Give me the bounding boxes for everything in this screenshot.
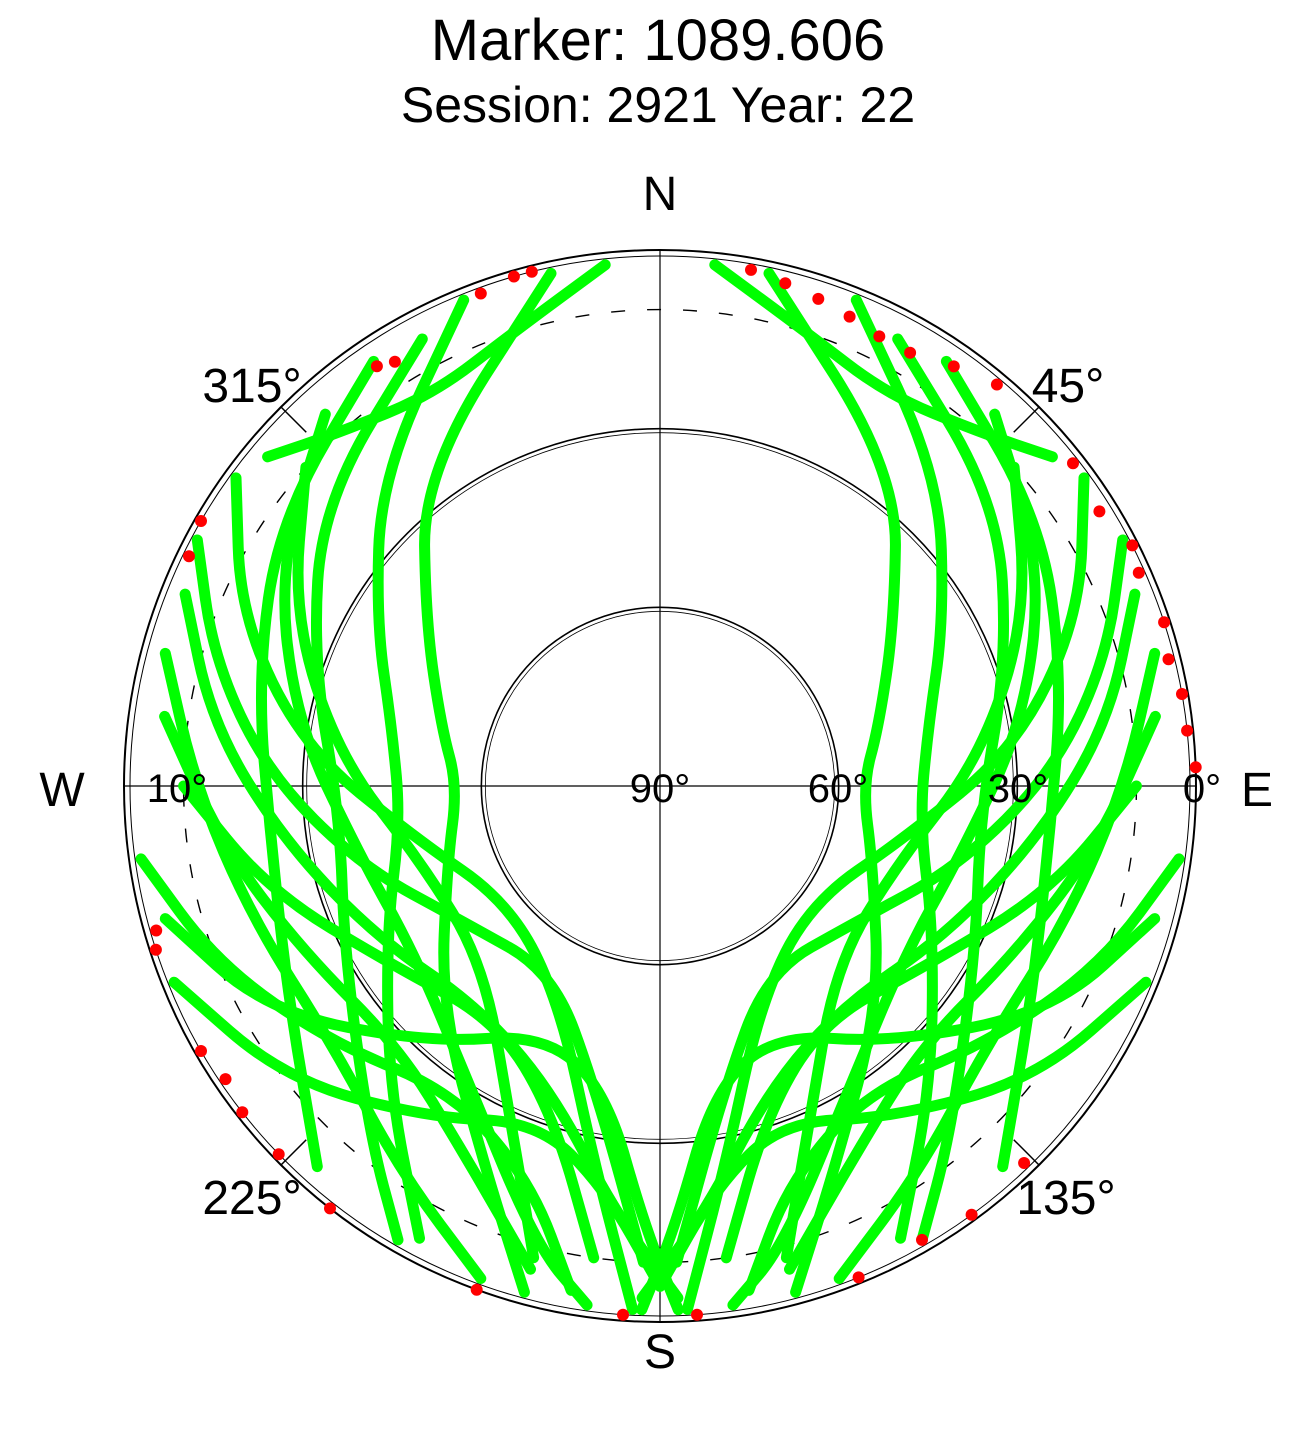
elevation-90-label: 90° <box>630 767 691 811</box>
masked-point-11 <box>1132 566 1145 579</box>
masked-point-20 <box>388 355 401 368</box>
satellite-track-1 <box>372 294 470 1244</box>
masked-point-15 <box>1181 724 1194 737</box>
satellite-track-4 <box>279 408 593 1311</box>
masked-point-7 <box>990 378 1003 391</box>
satellite-track-14 <box>168 976 666 1292</box>
satellite-track-25 <box>784 710 1161 1275</box>
satellite-track-30 <box>709 259 1058 463</box>
masked-point-4 <box>873 330 886 343</box>
masked-point-32 <box>617 1308 629 1321</box>
elevation-0-label: 0° <box>1183 767 1221 811</box>
masked-point-0 <box>745 263 757 276</box>
masked-point-30 <box>324 1202 336 1215</box>
masked-point-21 <box>370 360 383 373</box>
satellite-track-6 <box>230 472 639 1315</box>
masked-point-27 <box>219 1073 232 1086</box>
satellite-track-11 <box>178 780 600 1264</box>
masked-point-31 <box>470 1283 483 1296</box>
azimuth-225-label: 225° <box>202 1172 301 1225</box>
satellite-track-13 <box>159 913 684 1316</box>
masked-point-13 <box>1162 653 1175 666</box>
east-label: E <box>1241 764 1273 817</box>
satellite-track-24 <box>833 647 1161 1284</box>
masked-point-19 <box>525 265 538 278</box>
azimuth-315-label: 315° <box>202 360 301 413</box>
satellite-track-19 <box>727 408 1041 1311</box>
masked-point-3 <box>843 310 856 323</box>
masked-point-23 <box>183 550 195 563</box>
masked-point-18 <box>507 270 520 283</box>
satellite-track-10 <box>159 710 536 1275</box>
satellite-track-28 <box>636 913 1161 1316</box>
masked-point-37 <box>1018 1157 1031 1169</box>
masked-point-1 <box>779 277 792 290</box>
masked-points <box>149 263 1202 1321</box>
masked-point-17 <box>474 287 487 300</box>
masked-point-25 <box>149 943 162 956</box>
masked-point-29 <box>272 1148 285 1161</box>
masked-point-36 <box>965 1208 978 1221</box>
chart-subtitle: Session: 2921 Year: 22 <box>401 77 915 133</box>
azimuth-tick-135 <box>1013 1139 1040 1166</box>
satellite-track-27 <box>743 853 1185 1296</box>
azimuth-tick-225 <box>280 1139 307 1166</box>
polar-labels: N E S W 45° 135° 225° 315° 0° 10° 30° 60… <box>39 168 1273 1379</box>
satellite-track-12 <box>135 853 577 1296</box>
satellite-track-23 <box>636 588 1141 1304</box>
satellite-track-9 <box>159 647 487 1284</box>
masked-point-34 <box>852 1271 865 1284</box>
masked-point-8 <box>1067 457 1079 470</box>
masked-point-33 <box>691 1308 703 1321</box>
masked-point-9 <box>1093 505 1106 518</box>
satellite-track-7 <box>191 534 649 1268</box>
masked-point-10 <box>1126 539 1139 552</box>
chart-title: Marker: 1089.606 <box>431 8 886 73</box>
satellite-track-16 <box>850 294 948 1244</box>
north-label: N <box>643 168 678 221</box>
west-label: W <box>39 764 85 817</box>
masked-point-16 <box>1189 761 1202 774</box>
masked-point-14 <box>1176 688 1188 700</box>
satellite-track-26 <box>720 780 1142 1264</box>
masked-point-28 <box>236 1106 249 1119</box>
satellite-track-21 <box>681 472 1090 1315</box>
satellite-tracks <box>135 259 1185 1316</box>
polar-grid <box>123 249 1197 1323</box>
azimuth-tick-45 <box>1013 406 1040 433</box>
elevation-30-label: 30° <box>988 767 1049 811</box>
masked-point-6 <box>947 360 960 373</box>
satellite-track-29 <box>654 976 1152 1292</box>
satellite-track-8 <box>179 588 684 1304</box>
masked-point-24 <box>150 924 163 937</box>
azimuth-135-label: 135° <box>1016 1172 1115 1225</box>
masked-point-5 <box>904 346 917 359</box>
satellite-track-22 <box>671 534 1129 1268</box>
elevation-60-label: 60° <box>808 767 869 811</box>
azimuth-tick-315 <box>280 406 307 433</box>
satellite-track-31 <box>262 259 611 463</box>
masked-point-2 <box>812 292 825 305</box>
masked-point-35 <box>916 1233 928 1246</box>
masked-point-12 <box>1158 616 1171 629</box>
elevation-10-label: 10° <box>147 767 208 811</box>
masked-point-22 <box>195 515 207 527</box>
masked-point-26 <box>195 1045 207 1057</box>
azimuth-45-label: 45° <box>1032 360 1105 413</box>
south-label: S <box>644 1326 676 1379</box>
